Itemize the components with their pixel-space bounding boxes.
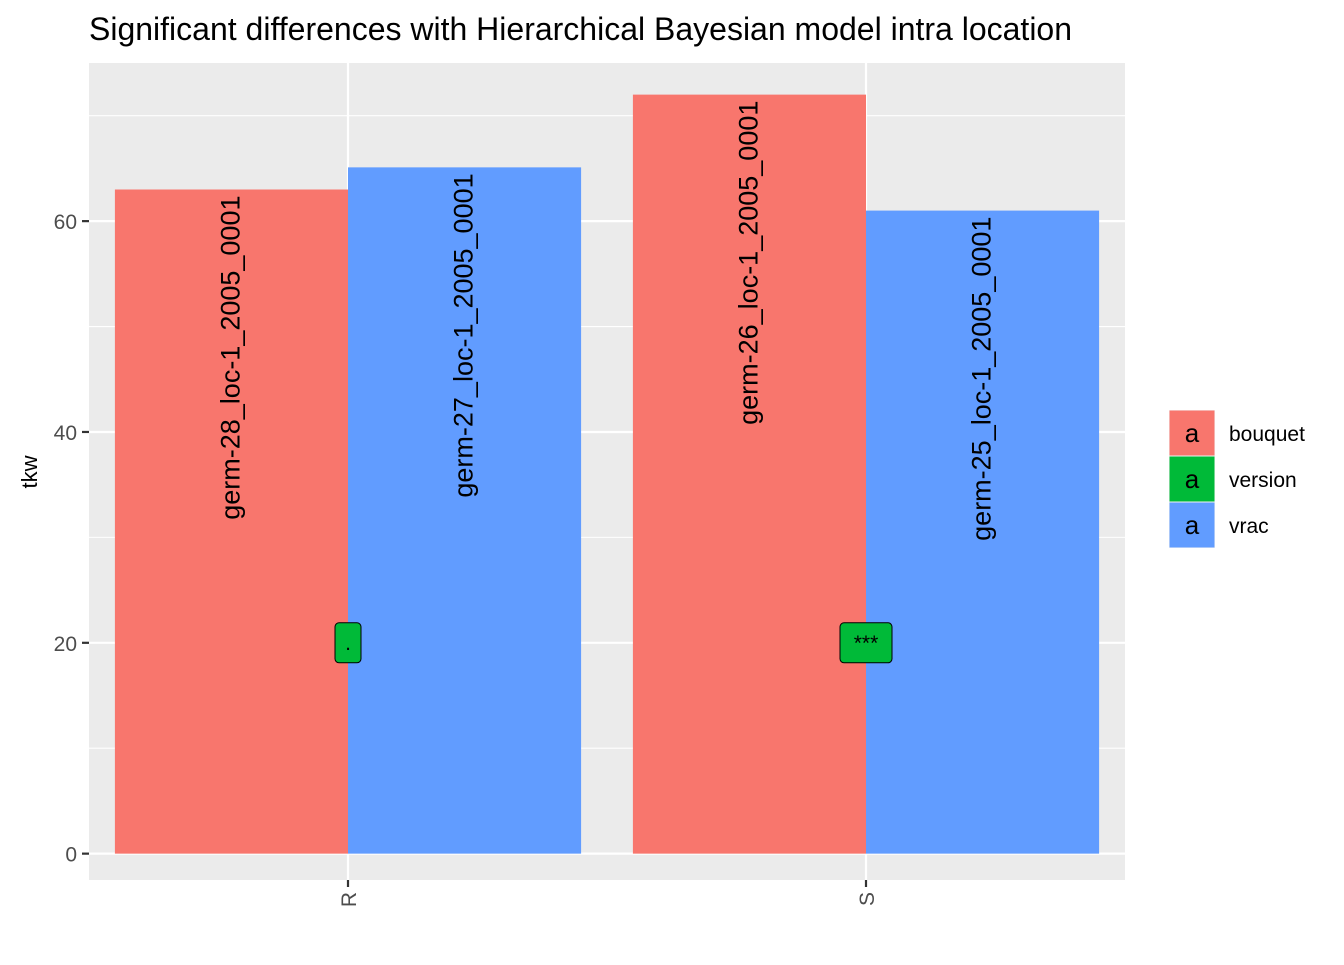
legend-label-bouquet: bouquet [1229, 423, 1305, 446]
bars [114, 94, 1100, 854]
legend-key-glyph: a [1185, 418, 1200, 448]
legend: a bouquet a version a vrac [1169, 410, 1305, 548]
legend-key-glyph: a [1185, 510, 1200, 540]
y-tick-label: 0 [65, 844, 77, 867]
bar-vrac-S [866, 210, 1100, 854]
x-tick-label: S [856, 892, 879, 906]
chart-title: Significant differences with Hierarchica… [89, 11, 1072, 47]
bar-vrac-R [348, 167, 582, 854]
legend-label-vrac: vrac [1229, 515, 1269, 538]
significance-label: *** [854, 632, 879, 655]
significance-label: . [345, 632, 351, 655]
bar-bouquet-S [632, 94, 866, 854]
bar-label: germ-25_loc-1_2005_0001 [967, 217, 997, 541]
y-tick-label: 60 [54, 211, 77, 234]
bar-bouquet-R [114, 189, 349, 854]
x-tick-label: R [338, 892, 361, 907]
legend-key-glyph: a [1185, 464, 1200, 494]
y-tick-label: 20 [54, 633, 77, 656]
y-tick-label: 40 [54, 422, 77, 445]
legend-label-version: version [1229, 469, 1297, 492]
bar-labels: germ-28_loc-1_2005_0001 germ-26_loc-1_200… [215, 101, 996, 541]
bar-label: germ-27_loc-1_2005_0001 [449, 173, 479, 497]
significance-labels: . *** [334, 622, 893, 664]
bar-label: germ-28_loc-1_2005_0001 [215, 196, 245, 520]
significance-box [334, 622, 362, 664]
y-axis-title: tkw [17, 455, 42, 488]
y-axis: 0 20 40 60 [54, 211, 89, 867]
legend-key-bouquet [1169, 410, 1215, 456]
bar-label: germ-26_loc-1_2005_0001 [733, 101, 763, 425]
legend-key-vrac [1169, 502, 1215, 548]
significance-box [839, 622, 893, 664]
legend-key-version [1169, 456, 1215, 502]
